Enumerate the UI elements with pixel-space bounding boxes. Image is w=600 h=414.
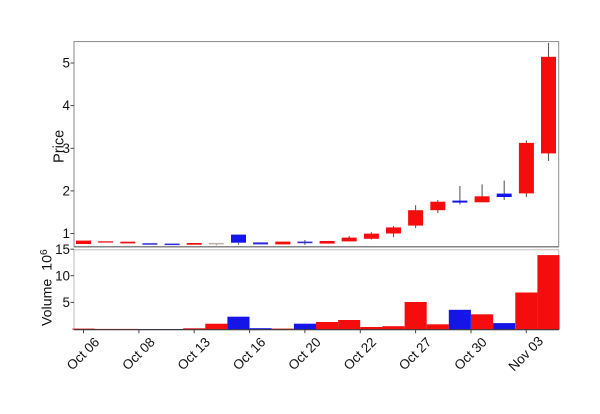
svg-text:1: 1 xyxy=(63,226,70,241)
svg-text:Price: Price xyxy=(52,130,68,163)
svg-text:Volume 106: Volume 106 xyxy=(39,249,56,326)
svg-text:15: 15 xyxy=(55,242,70,257)
svg-text:10: 10 xyxy=(55,268,70,283)
svg-text:4: 4 xyxy=(63,98,71,113)
svg-text:2: 2 xyxy=(63,184,70,199)
svg-text:5: 5 xyxy=(63,295,70,310)
svg-text:3: 3 xyxy=(63,141,70,156)
svg-text:5: 5 xyxy=(63,56,70,71)
